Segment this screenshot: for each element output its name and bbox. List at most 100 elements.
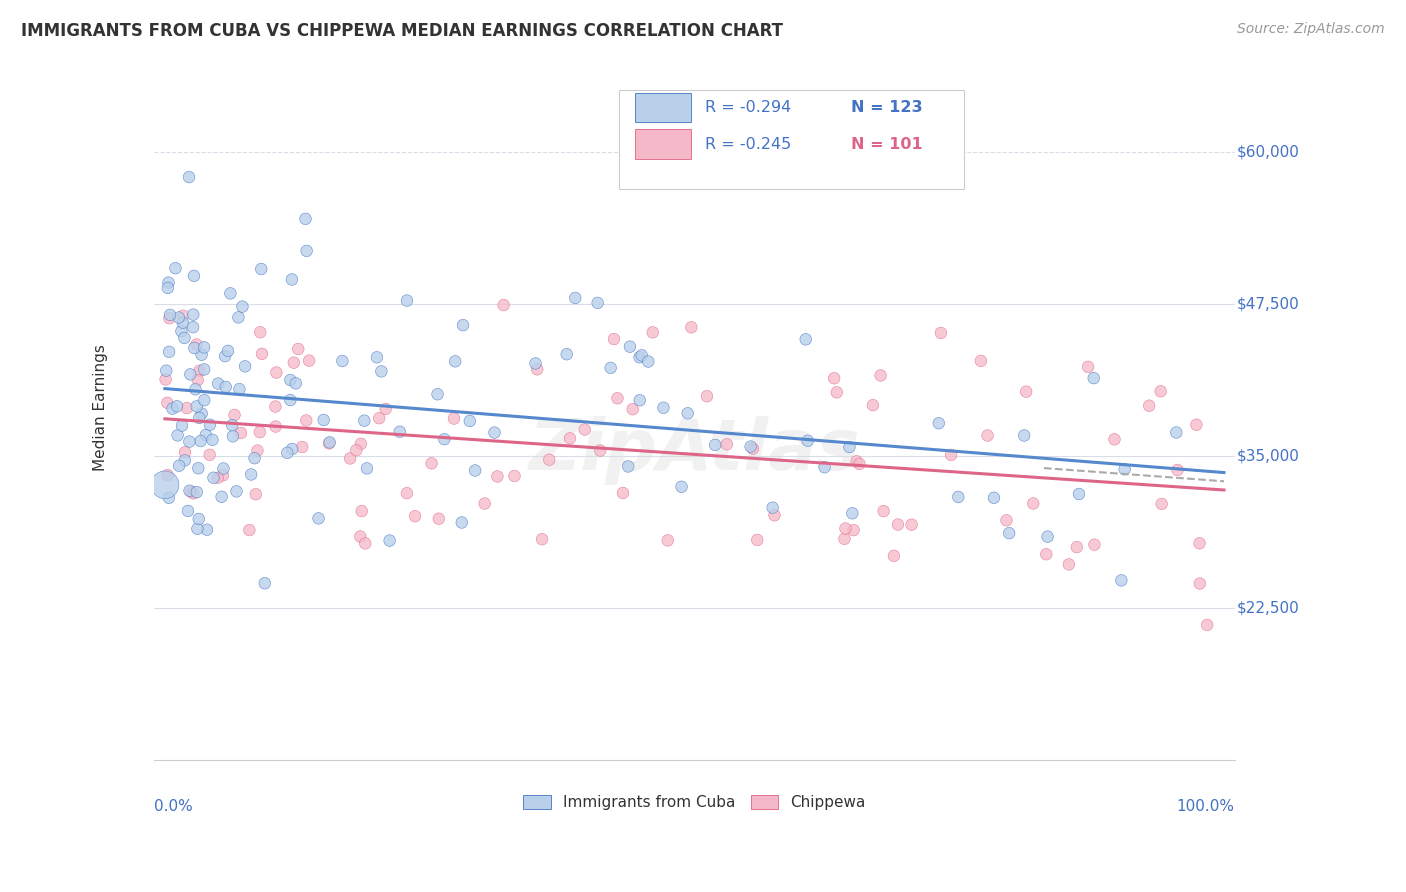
Legend: Immigrants from Cuba, Chippewa: Immigrants from Cuba, Chippewa — [517, 789, 872, 816]
Point — [883, 549, 905, 563]
Point — [612, 486, 634, 500]
Point — [825, 385, 848, 400]
Point — [1137, 399, 1160, 413]
Point — [928, 416, 950, 430]
Point — [245, 487, 267, 501]
Point — [353, 414, 375, 428]
Point — [872, 504, 894, 518]
Point — [366, 351, 388, 365]
Point — [970, 354, 993, 368]
Point — [308, 511, 330, 525]
FancyBboxPatch shape — [636, 129, 692, 159]
Point — [762, 500, 785, 515]
Point — [217, 343, 239, 358]
Text: $47,500: $47,500 — [1237, 297, 1299, 312]
Point — [332, 354, 354, 368]
Point — [838, 440, 860, 454]
Point — [842, 523, 865, 537]
Point — [630, 348, 652, 362]
Point — [464, 463, 486, 477]
Point — [657, 533, 679, 548]
Point — [159, 308, 181, 322]
Point — [747, 533, 769, 547]
Point — [215, 380, 238, 394]
Point — [266, 366, 288, 380]
Point — [652, 401, 675, 415]
Point — [603, 332, 626, 346]
Point — [222, 429, 245, 443]
Point — [207, 471, 229, 485]
Point — [1022, 496, 1045, 510]
Point — [318, 436, 340, 450]
Point — [995, 513, 1018, 527]
Point — [211, 490, 233, 504]
Point — [201, 433, 224, 447]
Point — [794, 332, 817, 346]
Point — [193, 362, 215, 376]
Point — [246, 443, 269, 458]
Point — [162, 401, 184, 416]
Point — [156, 396, 179, 410]
Point — [704, 438, 727, 452]
Point — [1150, 497, 1173, 511]
Point — [574, 423, 596, 437]
Point — [193, 340, 215, 354]
Point — [202, 471, 225, 485]
Point — [503, 469, 526, 483]
Point — [170, 418, 193, 433]
Point — [225, 484, 247, 499]
Text: Source: ZipAtlas.com: Source: ZipAtlas.com — [1237, 22, 1385, 37]
Point — [238, 523, 260, 537]
Point — [180, 484, 202, 499]
Point — [671, 480, 693, 494]
Point — [181, 308, 204, 322]
Point — [229, 425, 252, 440]
Point — [179, 368, 201, 382]
Point — [186, 400, 208, 414]
Point — [183, 268, 205, 283]
Point — [183, 486, 205, 500]
Point — [696, 389, 718, 403]
Point — [294, 211, 316, 226]
Point — [606, 391, 628, 405]
Point — [249, 425, 271, 439]
Point — [484, 425, 506, 440]
Point — [368, 411, 391, 425]
Point — [1197, 618, 1219, 632]
Point — [264, 400, 287, 414]
Point — [228, 310, 250, 325]
Point — [998, 526, 1021, 541]
Point — [1185, 417, 1208, 432]
Text: R = -0.294: R = -0.294 — [706, 100, 792, 115]
Point — [555, 347, 578, 361]
Point — [558, 431, 581, 445]
Point — [156, 281, 179, 295]
Point — [458, 414, 481, 428]
Point — [1067, 487, 1090, 501]
Point — [195, 523, 218, 537]
Text: R = -0.245: R = -0.245 — [706, 136, 792, 152]
Point — [253, 576, 276, 591]
Point — [763, 508, 786, 523]
Point — [741, 442, 763, 456]
Text: N = 123: N = 123 — [851, 100, 922, 115]
Point — [284, 376, 307, 391]
Point — [198, 448, 221, 462]
Point — [354, 536, 377, 550]
Point — [170, 324, 193, 338]
Point — [1083, 371, 1105, 385]
Point — [939, 448, 962, 462]
Point — [676, 406, 699, 420]
Point — [250, 262, 273, 277]
Text: N = 101: N = 101 — [851, 136, 922, 152]
Point — [344, 443, 367, 458]
Point — [1111, 574, 1133, 588]
Point — [198, 417, 221, 432]
Point — [1166, 425, 1188, 440]
Point — [599, 360, 621, 375]
Point — [174, 445, 197, 459]
Point — [388, 425, 411, 439]
Point — [1114, 462, 1136, 476]
Point — [172, 309, 194, 323]
Point — [1104, 433, 1126, 447]
